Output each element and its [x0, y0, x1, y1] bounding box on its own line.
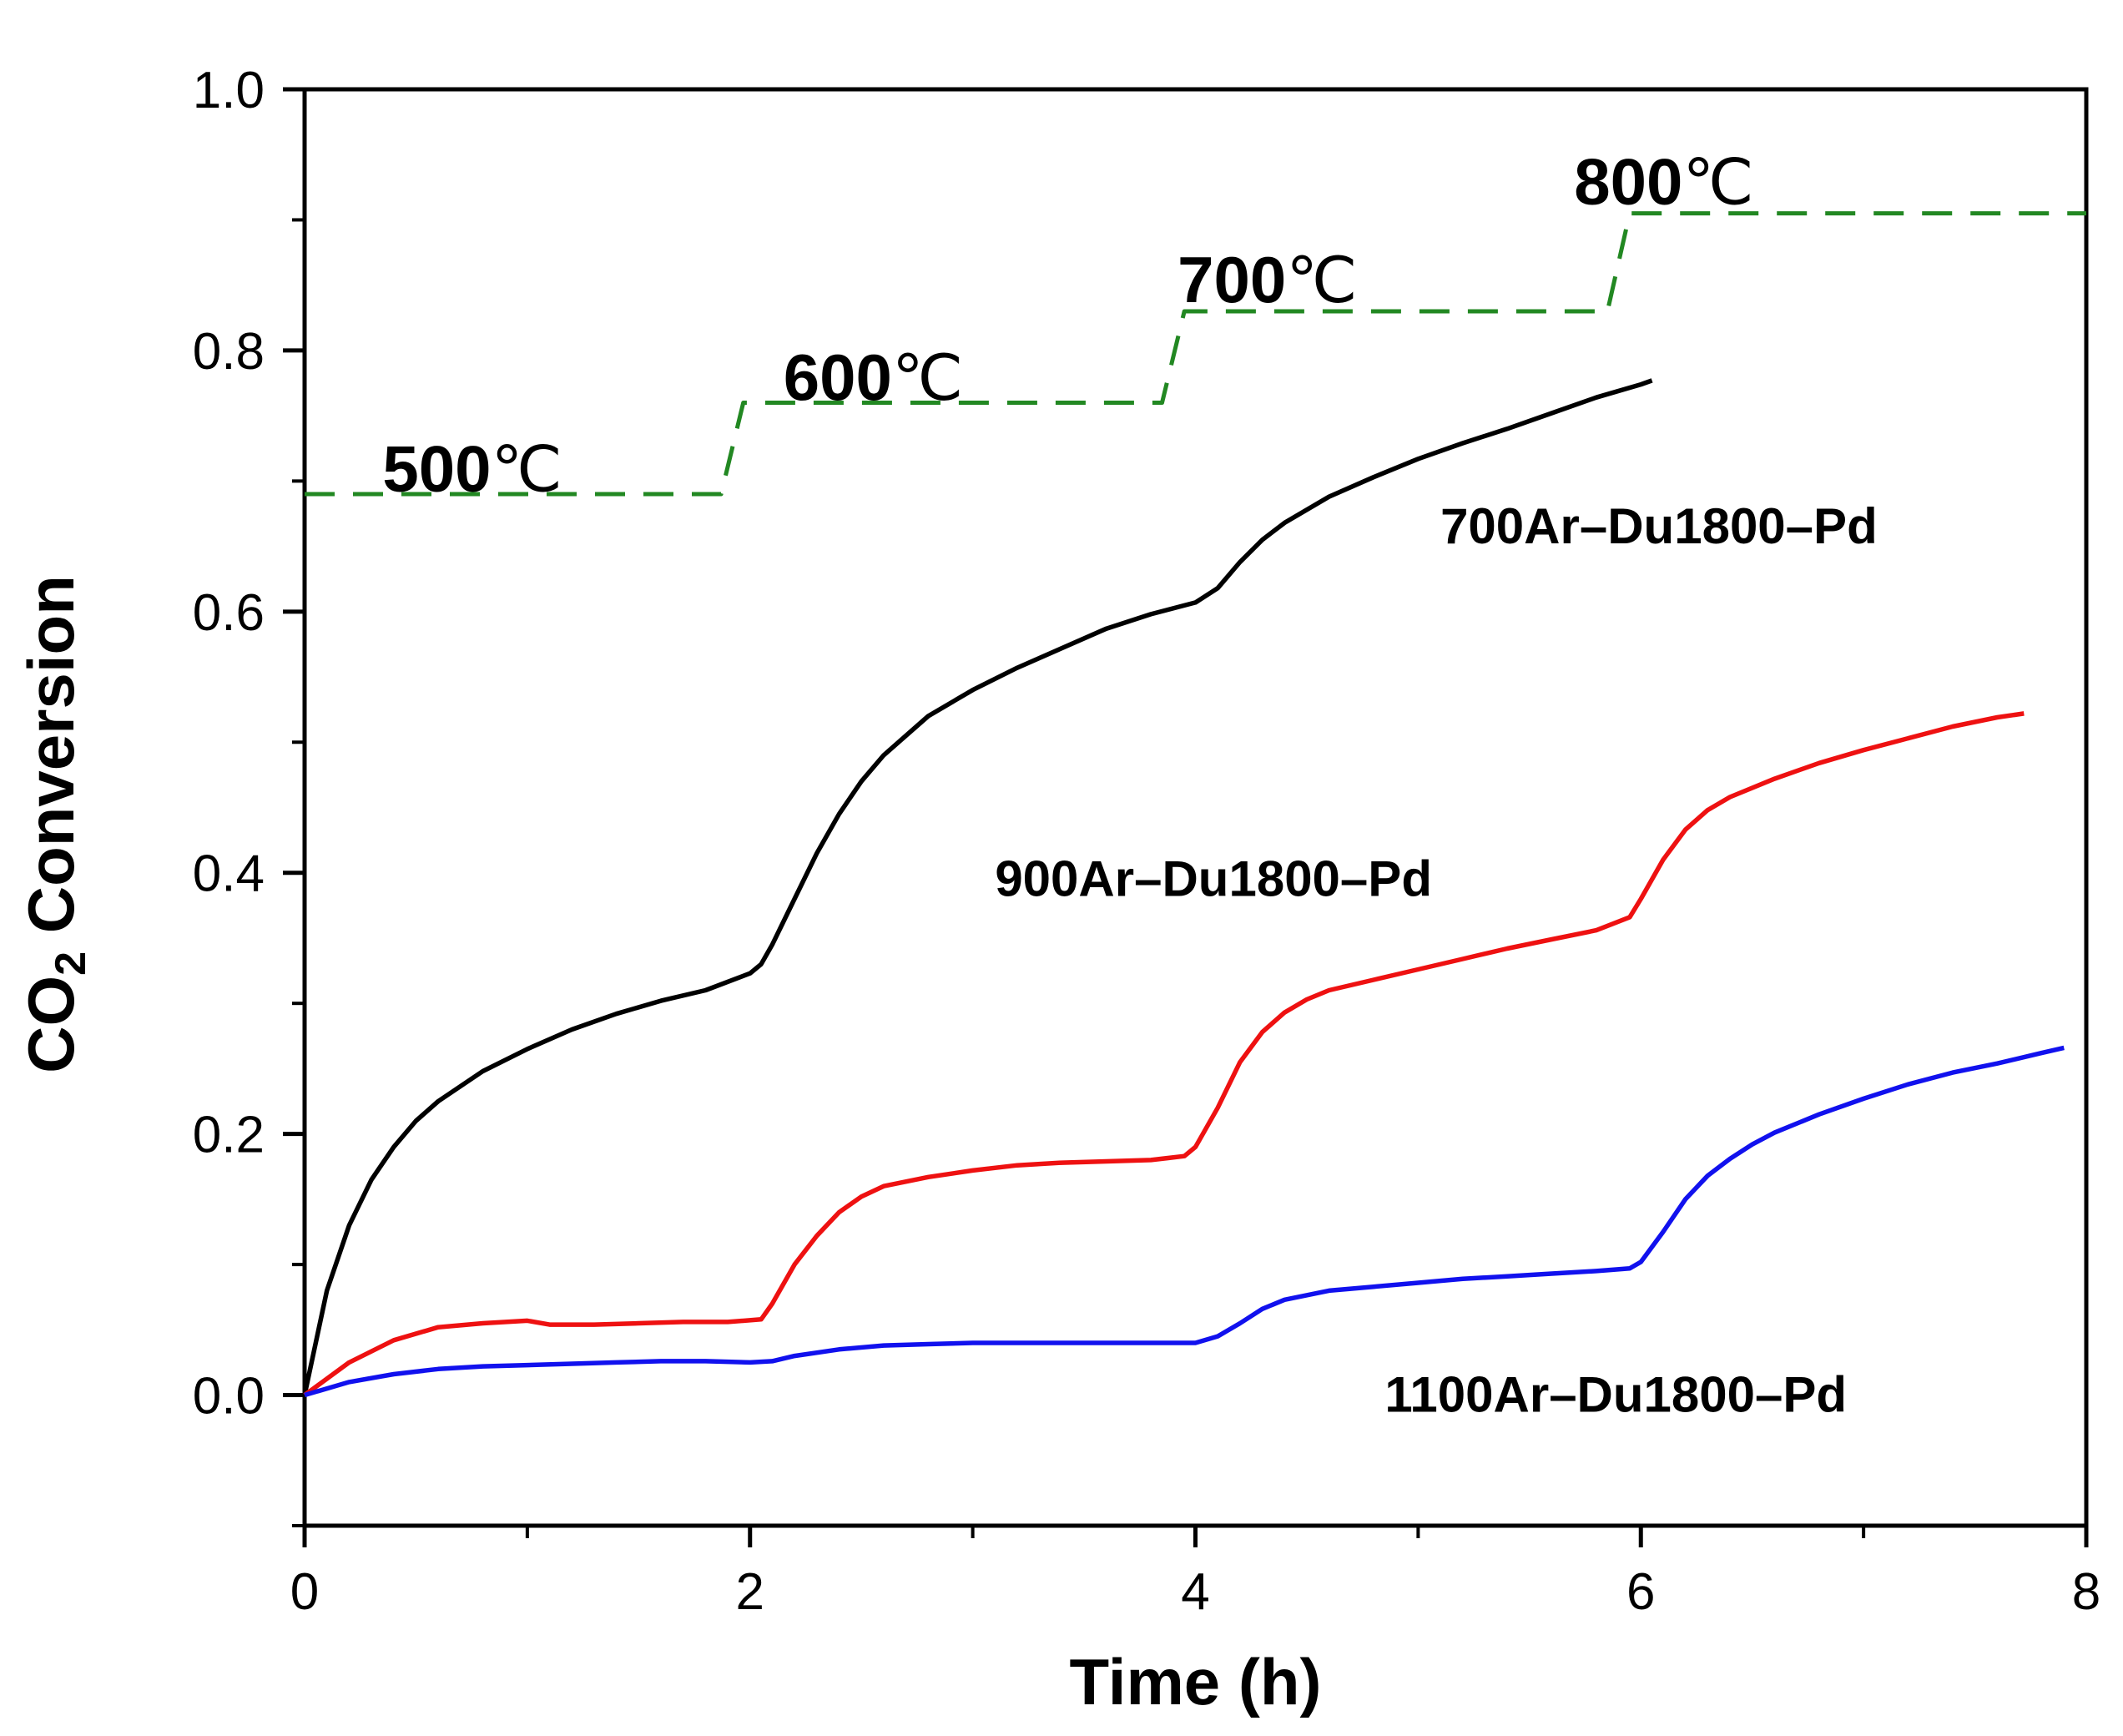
- x-tick-label: 6: [1626, 1563, 1655, 1621]
- y-tick-label: 0.8: [193, 323, 265, 381]
- temperature-label: 800℃: [1574, 145, 1754, 219]
- x-tick-label: 0: [290, 1563, 319, 1621]
- temperature-value: 800: [1574, 145, 1682, 219]
- temperature-unit: ℃: [1682, 149, 1753, 219]
- series-line-3: [304, 1045, 2065, 1398]
- temperature-label: 600℃: [784, 341, 964, 414]
- series-label: 900Ar–Du1800–Pd: [995, 851, 1432, 907]
- y-tick-label: 1.0: [193, 62, 265, 119]
- temperature-unit: ℃: [1286, 246, 1357, 316]
- x-axis-title: Time (h): [1070, 1645, 1322, 1718]
- temperature-unit: ℃: [492, 436, 562, 506]
- temperature-label: 700℃: [1177, 243, 1358, 316]
- series-label: 1100Ar–Du1800–Pd: [1384, 1367, 1847, 1423]
- temperature-unit: ℃: [892, 344, 963, 414]
- x-tick-label: 4: [1181, 1563, 1209, 1621]
- temperature-value: 700: [1177, 243, 1286, 316]
- y-axis-title-prefix: CO: [14, 976, 88, 1073]
- y-tick-label: 0.2: [193, 1107, 265, 1164]
- y-axis-title-subscript: 2: [47, 951, 95, 976]
- temperature-value: 600: [784, 341, 892, 414]
- annotations: 700Ar–Du1800–Pd 900Ar–Du1800–Pd 1100Ar–Du1…: [382, 145, 1877, 1423]
- series-lines: [302, 211, 2086, 1398]
- y-axis-title: CO2 Conversion: [14, 575, 95, 1073]
- series-line-1: [302, 378, 1653, 1396]
- temperature-profile-line: [305, 211, 2086, 497]
- y-axis-title-suffix: Conversion: [14, 575, 88, 951]
- temperature-label: 500℃: [382, 432, 562, 506]
- series-line-2: [303, 711, 2025, 1397]
- x-tick-label: 2: [736, 1563, 764, 1621]
- temperature-value: 500: [382, 432, 491, 506]
- series-label: 700Ar–Du1800–Pd: [1440, 498, 1878, 554]
- axis-ticks: 0 2 4 6 8 0.0 0.2 0.4 0.6 0.8 1.0: [193, 62, 2100, 1621]
- y-tick-label: 0.6: [193, 584, 265, 642]
- y-tick-label: 0.4: [193, 845, 265, 903]
- x-tick-label: 8: [2072, 1563, 2100, 1621]
- y-tick-label: 0.0: [193, 1368, 265, 1426]
